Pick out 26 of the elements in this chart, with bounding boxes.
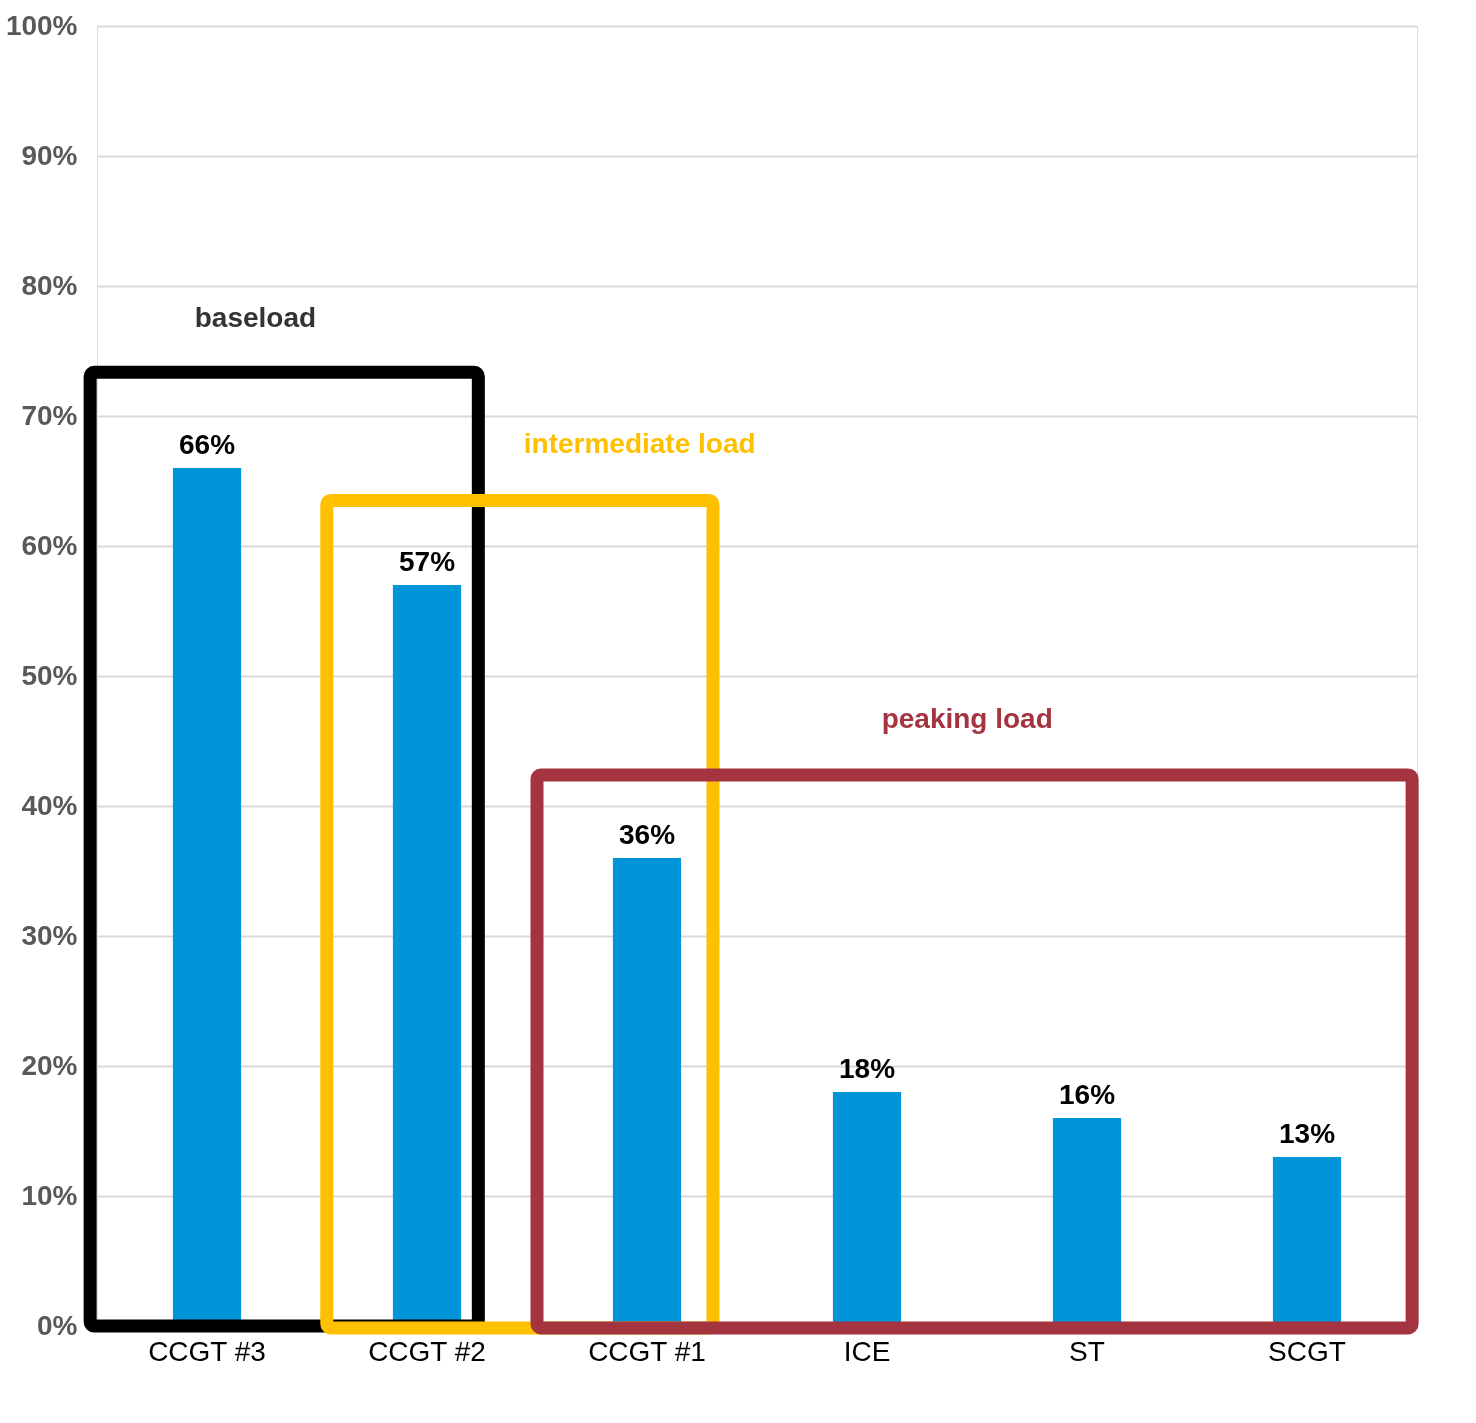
y-tick-label: 10%: [21, 1179, 78, 1211]
x-tick-label: CCGT #1: [588, 1335, 706, 1367]
y-tick-label: 70%: [21, 399, 78, 431]
x-tick-label: CCGT #3: [148, 1335, 266, 1367]
x-tick-label: SCGT: [1268, 1335, 1346, 1367]
annotation: peaking load: [881, 702, 1053, 734]
x-tick-label: ST: [1069, 1335, 1105, 1367]
y-tick-label: 100%: [5, 9, 78, 41]
y-tick-label: 80%: [21, 269, 78, 301]
y-tick-label: 90%: [21, 139, 78, 171]
data-label: 13%: [1278, 1118, 1336, 1149]
y-tick-label: 60%: [21, 529, 78, 561]
y-tick-label: 20%: [21, 1049, 78, 1081]
annotation: intermediate load: [523, 428, 756, 460]
data-label: 16%: [1058, 1079, 1116, 1110]
data-label: 66%: [178, 429, 236, 460]
data-label: 36%: [618, 819, 676, 850]
y-tick-label: 40%: [21, 789, 78, 821]
y-tick-label: 30%: [21, 919, 78, 951]
y-tick-label: 50%: [21, 659, 78, 691]
data-label: 57%: [398, 546, 456, 577]
x-tick-label: CCGT #2: [368, 1335, 486, 1367]
data-label: 18%: [838, 1053, 896, 1084]
x-tick-label: ICE: [843, 1335, 891, 1367]
y-tick-label: 0%: [37, 1309, 78, 1341]
annotation: baseload: [194, 301, 317, 333]
